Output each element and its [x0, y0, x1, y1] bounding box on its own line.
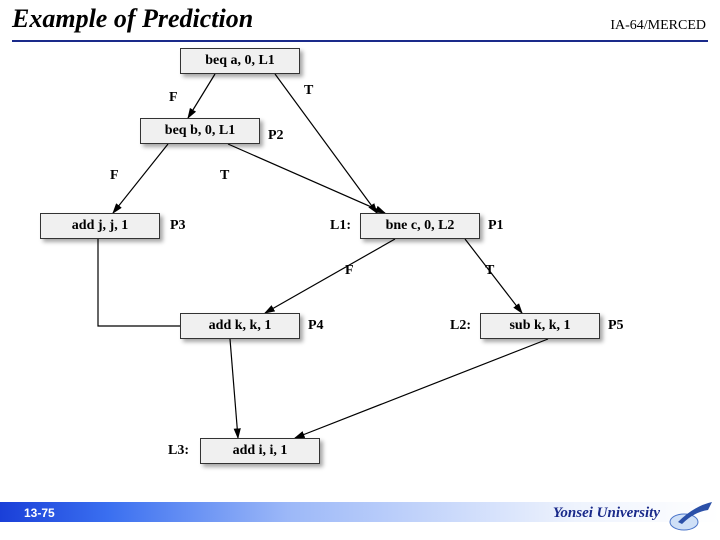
- header-subtitle: IA-64/MERCED: [610, 18, 706, 34]
- flowchart-edge: [113, 144, 168, 213]
- page-number: 13-75: [24, 506, 55, 520]
- flowchart-edge: [295, 339, 548, 438]
- flowchart-label: L3:: [168, 443, 189, 459]
- flowchart-label: T: [485, 263, 494, 279]
- flowchart-node: beq b, 0, L1: [140, 118, 260, 144]
- flowchart-node: add j, j, 1: [40, 213, 160, 239]
- flowchart-label: P1: [488, 218, 504, 234]
- flowchart-node: beq a, 0, L1: [180, 48, 300, 74]
- flowchart-label: P2: [268, 128, 284, 144]
- flowchart-edge: [228, 144, 385, 213]
- flowchart-node: bne c, 0, L2: [360, 213, 480, 239]
- flowchart-diagram: beq a, 0, L1beq b, 0, L1add j, j, 1bne c…: [50, 48, 670, 488]
- flowchart-label: F: [345, 263, 354, 279]
- flowchart-edge: [265, 239, 395, 313]
- flowchart-edge: [188, 74, 215, 118]
- flowchart-label: P3: [170, 218, 186, 234]
- flowchart-node: add k, k, 1: [180, 313, 300, 339]
- flowchart-label: L2:: [450, 318, 471, 334]
- flowchart-node: sub k, k, 1: [480, 313, 600, 339]
- page-title: Example of Prediction: [12, 4, 708, 34]
- edges-layer: [50, 48, 670, 488]
- flowchart-label: L1:: [330, 218, 351, 234]
- flowchart-label: F: [110, 168, 119, 184]
- flowchart-label: T: [220, 168, 229, 184]
- flowchart-edge: [275, 74, 377, 213]
- logo-icon: [668, 500, 714, 532]
- flowchart-label: P4: [308, 318, 324, 334]
- flowchart-label: P5: [608, 318, 624, 334]
- footer-brand: Yonsei University: [553, 505, 660, 522]
- flowchart-node: add i, i, 1: [200, 438, 320, 464]
- flowchart-edge: [230, 339, 238, 438]
- header: Example of Prediction IA-64/MERCED: [12, 4, 708, 42]
- flowchart-label: T: [304, 83, 313, 99]
- flowchart-label: F: [169, 90, 178, 106]
